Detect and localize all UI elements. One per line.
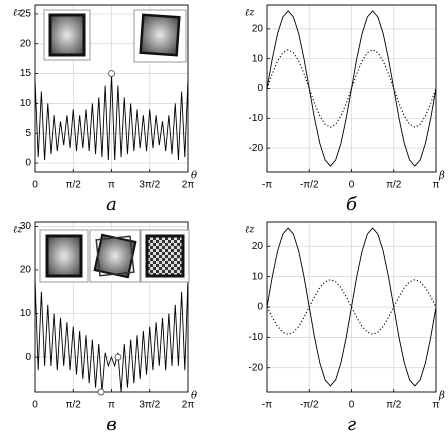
panel-caption: а bbox=[106, 194, 117, 215]
panel-caption: б bbox=[346, 194, 358, 215]
data-line bbox=[266, 10, 437, 167]
x-tick-label: 3π/2 bbox=[139, 180, 160, 191]
y-tick-label: 15 bbox=[20, 68, 32, 79]
x-tick-label: 0 bbox=[32, 180, 38, 191]
x-tick-label: π/2 bbox=[66, 400, 82, 411]
y-axis-label: ℓz bbox=[245, 225, 255, 236]
y-tick-label: 0 bbox=[25, 352, 31, 363]
y-tick-label: 5 bbox=[25, 128, 31, 139]
x-tick-label: π bbox=[433, 180, 440, 191]
x-tick-label: π bbox=[108, 180, 115, 191]
marker bbox=[97, 388, 105, 396]
x-axis-label: β bbox=[438, 391, 445, 402]
inset-image bbox=[93, 233, 137, 279]
y-tick-label: -20 bbox=[249, 362, 264, 373]
y-tick-label: 0 bbox=[25, 158, 31, 169]
x-tick-label: -π bbox=[262, 180, 272, 191]
inset-image bbox=[145, 234, 185, 278]
y-tick-label: -20 bbox=[249, 143, 264, 154]
y-tick-label: 20 bbox=[252, 23, 264, 34]
x-tick-label: π/2 bbox=[386, 400, 402, 411]
inset-image bbox=[48, 13, 86, 57]
x-tick-label: π/2 bbox=[386, 180, 402, 191]
y-tick-label: 10 bbox=[252, 271, 264, 282]
y-tick-label: 20 bbox=[20, 38, 32, 49]
x-tick-label: 0 bbox=[349, 180, 355, 191]
y-tick-label: 10 bbox=[20, 98, 32, 109]
y-tick-label: 0 bbox=[257, 302, 263, 313]
x-tick-label: -π bbox=[262, 400, 272, 411]
y-tick-label: 25 bbox=[20, 9, 32, 20]
x-tick-label: -π/2 bbox=[300, 180, 319, 191]
data-line bbox=[266, 227, 437, 387]
x-tick-label: π/2 bbox=[66, 180, 82, 191]
marker bbox=[114, 353, 122, 361]
y-tick-label: 10 bbox=[252, 53, 264, 64]
panel-caption: в bbox=[106, 414, 116, 434]
y-tick-label: 20 bbox=[252, 241, 264, 252]
y-tick-label: 20 bbox=[20, 265, 32, 276]
data-line bbox=[34, 278, 189, 393]
plot-layer: 0 5 10 15 20 25 0 π/2 π 3π/2 2π ℓz θ а -20 -10 0 10 20 -π -π… bbox=[13, 4, 445, 434]
x-tick-label: 2π bbox=[182, 400, 195, 411]
x-tick-label: 0 bbox=[32, 400, 38, 411]
y-tick-label: -10 bbox=[249, 113, 264, 124]
x-axis-label: θ bbox=[191, 391, 197, 402]
panel-caption: г bbox=[347, 414, 356, 434]
x-tick-label: π bbox=[108, 400, 115, 411]
insets bbox=[39, 9, 190, 283]
x-tick-label: -π/2 bbox=[300, 400, 319, 411]
inset-image bbox=[139, 13, 181, 57]
x-axis-label: θ bbox=[191, 171, 197, 182]
x-tick-label: π bbox=[433, 400, 440, 411]
x-tick-label: 0 bbox=[349, 400, 355, 411]
y-tick-label: 0 bbox=[257, 83, 263, 94]
y-axis-label: ℓz bbox=[13, 225, 23, 236]
y-tick-label: -10 bbox=[249, 332, 264, 343]
plot-frame bbox=[34, 221, 189, 393]
x-tick-label: 2π bbox=[182, 180, 195, 191]
x-axis-label: β bbox=[438, 171, 445, 182]
inset-image bbox=[45, 234, 83, 278]
y-axis-label: ℓz bbox=[13, 8, 23, 19]
marker bbox=[108, 70, 115, 78]
inset-image bbox=[95, 235, 135, 277]
y-tick-label: 30 bbox=[20, 221, 32, 232]
y-tick-label: 10 bbox=[20, 308, 32, 319]
x-tick-label: 3π/2 bbox=[139, 400, 160, 411]
data-line bbox=[266, 49, 437, 128]
y-axis-label: ℓz bbox=[245, 8, 255, 19]
